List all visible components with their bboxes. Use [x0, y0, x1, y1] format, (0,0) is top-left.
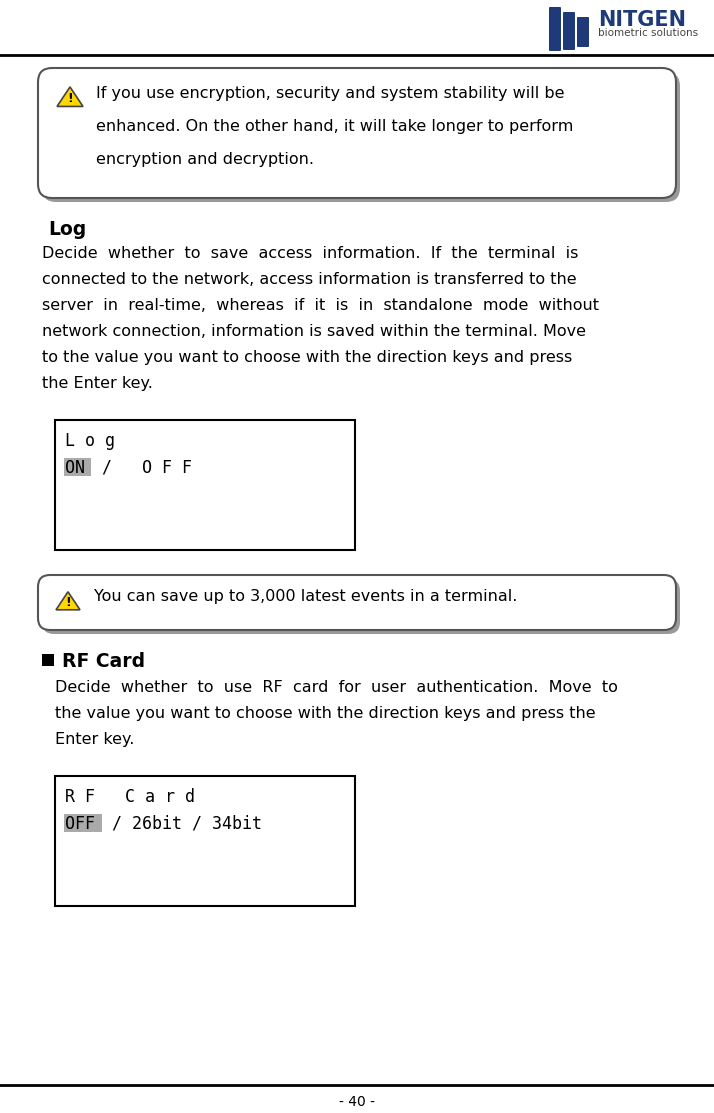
Text: the value you want to choose with the direction keys and press the: the value you want to choose with the di…: [55, 706, 595, 721]
Text: connected to the network, access information is transferred to the: connected to the network, access informa…: [42, 272, 577, 287]
Text: !: !: [67, 92, 73, 105]
Text: Decide  whether  to  use  RF  card  for  user  authentication.  Move  to: Decide whether to use RF card for user a…: [55, 680, 618, 695]
Text: server  in  real-time,  whereas  if  it  is  in  standalone  mode  without: server in real-time, whereas if it is in…: [42, 298, 599, 313]
Text: the Enter key.: the Enter key.: [42, 376, 153, 391]
Bar: [55, 420, 355, 550]
Bar: [42, 654, 54, 666]
Text: encryption and decryption.: encryption and decryption.: [96, 152, 314, 167]
Text: L o g: L o g: [65, 432, 115, 450]
Text: Decide  whether  to  save  access  information.  If  the  terminal  is: Decide whether to save access informatio…: [42, 246, 578, 262]
Polygon shape: [57, 87, 83, 107]
Polygon shape: [56, 592, 80, 610]
Text: biometric solutions: biometric solutions: [598, 28, 698, 38]
Text: R F   C a r d: R F C a r d: [65, 788, 195, 806]
Text: network connection, information is saved within the terminal. Move: network connection, information is saved…: [42, 324, 586, 339]
Bar: [64, 459, 91, 476]
FancyBboxPatch shape: [42, 72, 680, 201]
Text: ON: ON: [65, 459, 85, 477]
Text: NITGEN: NITGEN: [598, 10, 686, 30]
FancyBboxPatch shape: [549, 7, 561, 51]
Text: RF Card: RF Card: [62, 652, 145, 671]
Text: OFF: OFF: [65, 815, 95, 833]
Text: Enter key.: Enter key.: [55, 732, 134, 747]
Text: !: !: [65, 597, 71, 609]
Text: If you use encryption, security and system stability will be: If you use encryption, security and syst…: [96, 86, 565, 101]
FancyBboxPatch shape: [38, 575, 676, 630]
FancyBboxPatch shape: [577, 17, 589, 47]
Text: / 26bit / 34bit: / 26bit / 34bit: [103, 815, 263, 833]
Text: /   O F F: / O F F: [92, 459, 192, 477]
FancyBboxPatch shape: [38, 68, 676, 198]
Text: Log: Log: [48, 220, 86, 239]
Text: You can save up to 3,000 latest events in a terminal.: You can save up to 3,000 latest events i…: [94, 589, 518, 604]
Text: - 40 -: - 40 -: [339, 1095, 375, 1109]
FancyBboxPatch shape: [42, 579, 680, 634]
FancyBboxPatch shape: [563, 12, 575, 50]
Text: to the value you want to choose with the direction keys and press: to the value you want to choose with the…: [42, 349, 572, 365]
Bar: [55, 776, 355, 906]
Text: enhanced. On the other hand, it will take longer to perform: enhanced. On the other hand, it will tak…: [96, 119, 573, 134]
Bar: [64, 814, 101, 833]
